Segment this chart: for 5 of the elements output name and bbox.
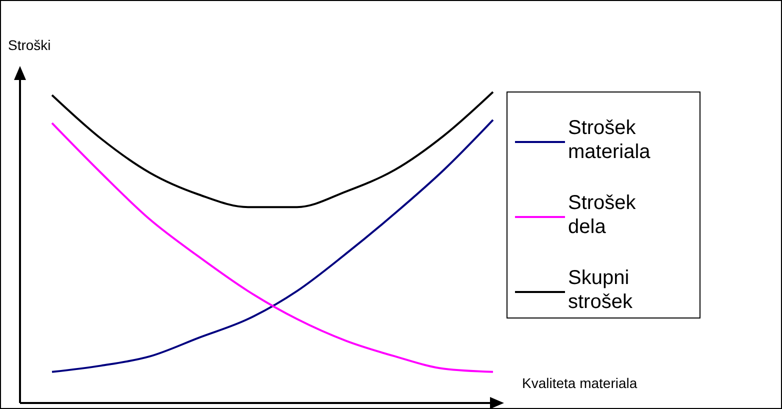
legend-label: Strošek dela <box>568 192 637 238</box>
legend-label: Strošek materiala <box>568 117 652 163</box>
legend-label: Skupni strošek <box>568 267 634 313</box>
x-axis-title: Kvaliteta materiala <box>522 375 638 391</box>
y-axis-title: Stroški <box>8 37 51 53</box>
